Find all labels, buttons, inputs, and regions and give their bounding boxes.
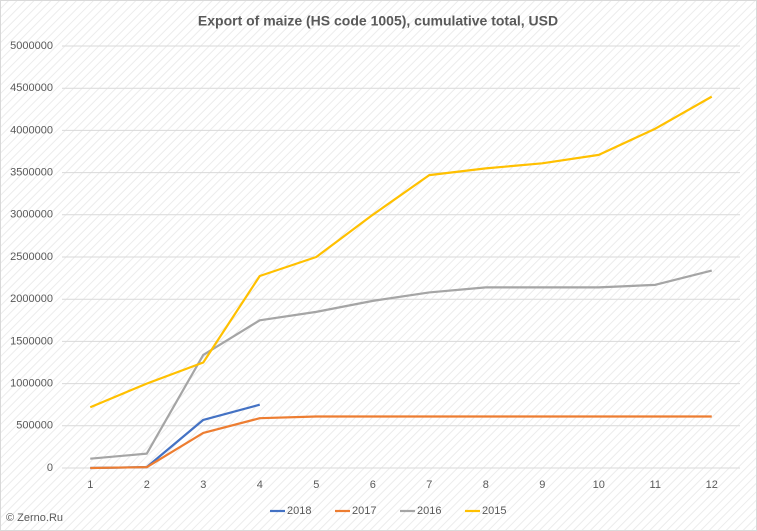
y-tick-label: 1500000 [10, 335, 53, 347]
y-tick-label: 1000000 [10, 378, 53, 390]
x-tick-label: 6 [370, 479, 376, 491]
y-tick-label: 5000000 [10, 40, 53, 52]
chart-title: Export of maize (HS code 1005), cumulati… [198, 13, 558, 29]
x-tick-label: 2 [144, 479, 150, 491]
y-tick-label: 4000000 [10, 124, 53, 136]
x-tick-label: 12 [706, 479, 718, 491]
series-line [90, 269, 713, 460]
credit: © Zerno.Ru [6, 512, 63, 524]
y-tick-label: 0 [47, 462, 53, 474]
y-tick-label: 3500000 [10, 167, 53, 179]
y-tick-label: 500000 [16, 420, 53, 432]
legend-label: 2015 [482, 505, 506, 517]
series-line [90, 415, 712, 470]
legend-label: 2017 [352, 505, 376, 517]
x-tick-label: 10 [593, 479, 605, 491]
x-tick-label: 3 [200, 479, 206, 491]
x-tick-label: 7 [426, 479, 432, 491]
legend-label: 2018 [287, 505, 311, 517]
y-tick-label: 2000000 [10, 293, 53, 305]
x-tick-label: 1 [87, 479, 93, 491]
x-tick-label: 9 [539, 479, 545, 491]
series-line [89, 95, 713, 409]
y-tick-label: 2500000 [10, 251, 53, 263]
x-tick-label: 4 [257, 479, 263, 491]
x-tick-label: 5 [313, 479, 319, 491]
x-tick-label: 11 [650, 479, 661, 491]
y-tick-label: 3000000 [10, 209, 53, 221]
x-tick-label: 8 [483, 479, 489, 491]
legend-label: 2016 [417, 505, 441, 517]
y-tick-label: 4500000 [10, 82, 53, 94]
